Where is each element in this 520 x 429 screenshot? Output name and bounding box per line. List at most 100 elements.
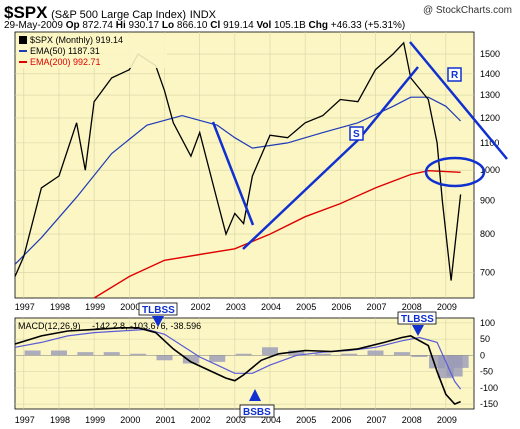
legend-ema200: EMA(200) 992.71 [30, 57, 101, 67]
ema-cross-circle [424, 156, 486, 188]
y-tick-label: 700 [480, 267, 495, 277]
price-line [14, 41, 462, 281]
x-tick-label: 1998 [50, 415, 70, 425]
x-tick-label: 2002 [191, 302, 211, 312]
y-tick-label: 800 [480, 229, 495, 239]
x-tick-label: 2007 [367, 302, 387, 312]
histogram-bar [50, 350, 67, 356]
x-tick-label: 2008 [402, 415, 422, 425]
high-label: Hi [115, 20, 126, 31]
x-tick-label: 2006 [331, 415, 351, 425]
x-tick-label: 2002 [191, 415, 211, 425]
chg-label: Chg [308, 20, 328, 31]
histogram-bar [411, 355, 428, 357]
macd-legend: MACD(12,26,9) -142.2 8, -103.676, -38.59… [18, 321, 201, 331]
high-value: 930.17 [128, 20, 160, 31]
signal-line [14, 328, 462, 390]
macd-legend-values: -142.2 8, -103.676, -38.596 [92, 321, 201, 331]
low-value: 866.10 [176, 20, 208, 31]
quote-date: 29-May-2009 [4, 20, 63, 31]
signal-markers: TLBSS TLBSS BSBS [138, 302, 437, 418]
x-tick-label: 2009 [437, 415, 457, 425]
chg-value: +46.33 (+5.31%) [330, 20, 406, 31]
vol-value: 105.1B [274, 20, 306, 31]
histogram-bar [452, 355, 469, 368]
label-s: S [353, 129, 360, 140]
label-r: R [451, 70, 459, 81]
open-value: 872.74 [82, 20, 113, 31]
x-tick-label: 2007 [367, 415, 387, 425]
symbol: $SPX [4, 3, 48, 22]
histogram-bar [393, 352, 410, 356]
ema50-line [14, 96, 462, 265]
histogram-bar [156, 355, 173, 361]
watermark: @ StockCharts.com [422, 5, 512, 16]
trend-annotations: S R [211, 41, 508, 250]
price-panel [14, 31, 475, 299]
index-name: (S&P 500 Large Cap Index) [51, 9, 187, 21]
histogram-bar [235, 353, 252, 356]
histogram-bar [262, 347, 278, 356]
histogram-bar [103, 352, 120, 356]
y-tick-label: -150 [480, 399, 498, 409]
x-tick-label: 2009 [437, 302, 457, 312]
trendline-2007-rise [358, 66, 419, 140]
y-tick-label: 1500 [480, 49, 500, 59]
y-tick-label: 1200 [480, 113, 500, 123]
y-tick-label: 1100 [480, 138, 499, 148]
y-tick-label: 1000 [480, 165, 500, 175]
price-grid [15, 32, 474, 298]
x-tick-label: 2000 [120, 415, 140, 425]
y-tick-label: -50 [480, 367, 493, 377]
legend-price: $SPX (Monthly) 919.14 [30, 35, 123, 45]
trendline-2002-drop [211, 121, 255, 226]
tick-labels: 1997199719981998199919992000200020012001… [15, 49, 500, 425]
x-tick-label: 1999 [85, 302, 105, 312]
quote-line: 29-May-2009 Op 872.74 Hi 930.17 Lo 866.1… [4, 20, 405, 31]
exchange: INDX [189, 9, 216, 21]
x-tick-label: 2003 [226, 302, 246, 312]
x-tick-label: 2003 [226, 415, 246, 425]
macd-grid [15, 318, 474, 409]
tlbss-left-label: TLBSS [142, 305, 175, 316]
histogram-bar [130, 353, 147, 356]
y-tick-label: 900 [480, 195, 495, 205]
histogram-bar [341, 353, 358, 356]
y-tick-label: 1400 [480, 69, 500, 79]
histogram-bar [367, 350, 384, 356]
y-tick-label: 50 [480, 334, 490, 344]
price-legend: $SPX (Monthly) 919.14 EMA(50) 1187.31 EM… [17, 34, 167, 68]
label-s-box [349, 126, 364, 141]
chart-title: $SPX (S&P 500 Large Cap Index) INDX [4, 3, 216, 23]
legend-ema50: EMA(50) 1187.31 [30, 46, 100, 56]
y-tick-label: 1300 [480, 90, 500, 100]
x-tick-label: 2004 [261, 302, 281, 312]
ema200-line [93, 169, 461, 299]
x-tick-label: 1997 [15, 302, 35, 312]
histogram-bar [288, 350, 305, 356]
x-tick-label: 2006 [331, 302, 351, 312]
close-label: Cl [210, 20, 221, 31]
x-tick-label: 1997 [15, 415, 35, 425]
series-lines [14, 41, 462, 406]
histogram-bar [314, 353, 331, 356]
tlbss-left-arrow [152, 316, 164, 327]
close-value: 919.14 [223, 20, 254, 31]
histogram-bar [77, 352, 94, 356]
trendline-rally [242, 139, 359, 250]
x-tick-label: 2000 [120, 302, 140, 312]
y-tick-label: 100 [480, 318, 495, 328]
y-tick-label: -100 [480, 383, 498, 393]
trendline-resistance [409, 41, 508, 160]
macd-panel [14, 317, 475, 410]
tlbss-right-arrow [412, 325, 424, 336]
label-r-box [447, 67, 462, 82]
x-tick-label: 2008 [402, 302, 422, 312]
histogram-bar [182, 355, 199, 364]
low-label: Lo [161, 20, 175, 31]
macd-line [14, 326, 461, 406]
histogram-bar [209, 355, 226, 362]
open-label: Op [65, 20, 80, 31]
bsbs-label: BSBS [243, 407, 271, 418]
